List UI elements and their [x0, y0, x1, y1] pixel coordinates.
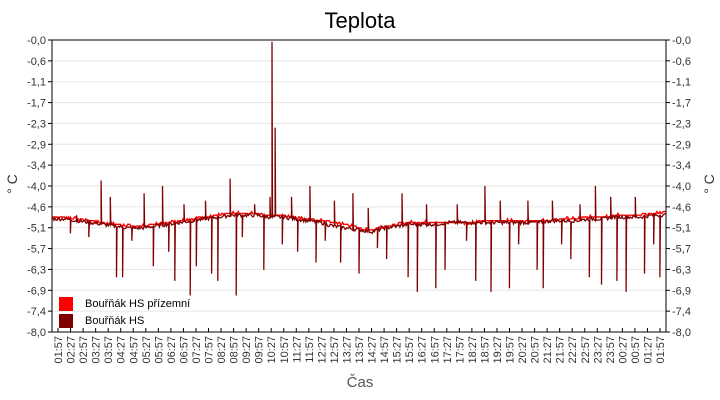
- svg-text:-4,0: -4,0: [672, 181, 691, 193]
- svg-text:03:57: 03:57: [103, 336, 115, 364]
- svg-text:15:57: 15:57: [404, 336, 416, 364]
- svg-text:21:27: 21:27: [542, 336, 554, 364]
- svg-text:-1,1: -1,1: [27, 77, 46, 89]
- svg-text:-8,0: -8,0: [27, 327, 46, 339]
- svg-text:-6,9: -6,9: [27, 285, 46, 297]
- svg-text:-2,9: -2,9: [27, 139, 46, 151]
- svg-text:05:57: 05:57: [153, 336, 165, 364]
- svg-text:22:57: 22:57: [580, 336, 592, 364]
- svg-text:18:57: 18:57: [479, 336, 491, 364]
- svg-text:02:27: 02:27: [66, 336, 78, 364]
- svg-text:23:57: 23:57: [605, 336, 617, 364]
- svg-text:03:27: 03:27: [91, 336, 103, 364]
- svg-text:-2,3: -2,3: [672, 118, 691, 130]
- y-axis-right: -0,0 -0,6 -1,1 -1,7 -2,3 -2,9 -3,4 -4,0 -4,6 -5,1…: [666, 35, 691, 339]
- svg-text:18:27: 18:27: [467, 336, 479, 364]
- svg-text:16:27: 16:27: [417, 336, 429, 364]
- svg-text:-6,9: -6,9: [672, 285, 691, 297]
- svg-text:08:57: 08:57: [229, 336, 241, 364]
- svg-text:-0,0: -0,0: [672, 35, 691, 47]
- svg-text:-7,4: -7,4: [672, 306, 691, 318]
- svg-text:17:27: 17:27: [442, 336, 454, 364]
- x-axis: 01:57 02:27 02:57 03:27 03:57 04:27 04:57 05:27…: [53, 328, 667, 364]
- svg-text:19:27: 19:27: [492, 336, 504, 364]
- svg-text:-2,3: -2,3: [27, 118, 46, 130]
- svg-text:-8,0: -8,0: [672, 327, 691, 339]
- legend-label: Bouřňák HS: [85, 314, 145, 327]
- svg-text:16:57: 16:57: [429, 336, 441, 364]
- svg-text:00:27: 00:27: [617, 336, 629, 364]
- y-axis-left: -0,0 -0,6 -1,1 -1,7 -2,3 -2,9 -3,4 -4,0 -4,6 -5,1…: [27, 35, 52, 339]
- svg-text:10:27: 10:27: [266, 336, 278, 364]
- svg-text:13:57: 13:57: [354, 336, 366, 364]
- svg-text:07:27: 07:27: [191, 336, 203, 364]
- legend-item: Bouřňák HS přízemní: [59, 295, 190, 312]
- svg-text:02:57: 02:57: [78, 336, 90, 364]
- chart-title: Teplota: [324, 8, 396, 33]
- svg-text:-4,6: -4,6: [27, 202, 46, 214]
- y-axis-label-left: ° C: [3, 174, 20, 194]
- svg-text:15:27: 15:27: [392, 336, 404, 364]
- svg-text:11:57: 11:57: [304, 336, 316, 363]
- legend-swatch-dark-red: [59, 313, 73, 328]
- svg-text:-6,3: -6,3: [27, 264, 46, 276]
- y-axis-label-right: ° C: [700, 174, 717, 194]
- svg-text:11:27: 11:27: [291, 336, 303, 363]
- svg-text:-7,4: -7,4: [27, 306, 46, 318]
- svg-text:-1,1: -1,1: [672, 77, 691, 89]
- legend: Bouřňák HS přízemní Bouřňák HS: [59, 295, 190, 329]
- svg-text:10:57: 10:57: [279, 336, 291, 364]
- svg-text:-1,7: -1,7: [27, 98, 46, 110]
- svg-text:-5,7: -5,7: [672, 244, 691, 256]
- svg-text:06:57: 06:57: [178, 336, 190, 364]
- series-line-1: [51, 41, 667, 296]
- svg-text:04:27: 04:27: [116, 336, 128, 364]
- svg-text:-1,7: -1,7: [672, 98, 691, 110]
- svg-text:21:57: 21:57: [555, 336, 567, 364]
- svg-text:-6,3: -6,3: [672, 264, 691, 276]
- svg-text:14:27: 14:27: [367, 336, 379, 364]
- svg-text:-0,6: -0,6: [672, 56, 691, 68]
- svg-text:-4,0: -4,0: [27, 181, 46, 193]
- legend-label: Bouřňák HS přízemní: [85, 297, 191, 310]
- svg-text:08:27: 08:27: [216, 336, 228, 364]
- svg-text:05:27: 05:27: [141, 336, 153, 364]
- svg-text:20:27: 20:27: [517, 336, 529, 364]
- svg-text:-5,1: -5,1: [672, 223, 691, 235]
- svg-text:-3,4: -3,4: [27, 160, 46, 172]
- svg-text:09:27: 09:27: [241, 336, 253, 364]
- svg-text:00:57: 00:57: [630, 336, 642, 364]
- svg-text:01:57: 01:57: [655, 336, 667, 364]
- svg-text:-5,7: -5,7: [27, 244, 46, 256]
- svg-text:-3,4: -3,4: [672, 160, 691, 172]
- svg-text:01:27: 01:27: [642, 336, 654, 364]
- legend-swatch-red: [59, 296, 73, 311]
- svg-text:13:27: 13:27: [341, 336, 353, 364]
- svg-text:23:27: 23:27: [592, 336, 604, 364]
- svg-text:-0,6: -0,6: [27, 56, 46, 68]
- svg-text:06:27: 06:27: [166, 336, 178, 364]
- svg-text:-2,9: -2,9: [672, 139, 691, 151]
- svg-text:-4,6: -4,6: [672, 202, 691, 214]
- svg-text:19:57: 19:57: [505, 336, 517, 364]
- svg-text:20:57: 20:57: [530, 336, 542, 364]
- svg-text:09:57: 09:57: [254, 336, 266, 364]
- svg-text:-5,1: -5,1: [27, 223, 46, 235]
- svg-text:04:57: 04:57: [128, 336, 140, 364]
- svg-text:01:57: 01:57: [53, 336, 65, 364]
- svg-text:22:27: 22:27: [567, 336, 579, 364]
- svg-text:17:57: 17:57: [454, 336, 466, 364]
- x-axis-label: Čas: [346, 374, 374, 391]
- svg-text:07:57: 07:57: [204, 336, 216, 364]
- svg-text:-0,0: -0,0: [27, 35, 46, 47]
- svg-text:12:57: 12:57: [329, 336, 341, 364]
- svg-text:12:27: 12:27: [316, 336, 328, 364]
- series-lines: [51, 41, 667, 296]
- svg-text:14:57: 14:57: [379, 336, 391, 364]
- legend-item: Bouřňák HS: [59, 312, 190, 329]
